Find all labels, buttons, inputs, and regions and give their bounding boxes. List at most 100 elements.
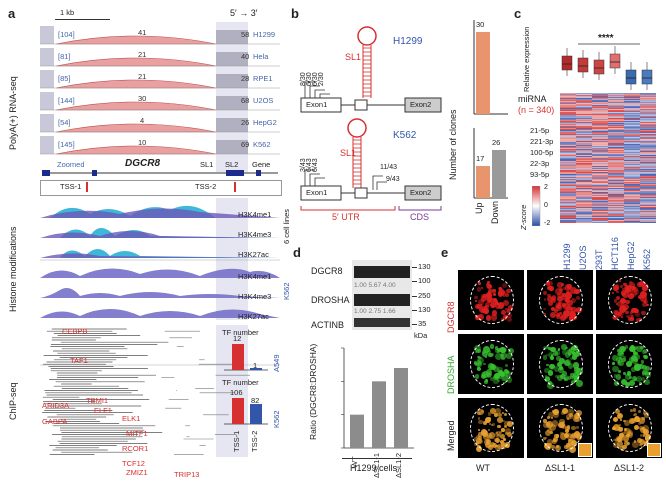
micro-col-label: WT xyxy=(476,463,490,473)
heat-cell xyxy=(576,210,592,211)
heat-cell xyxy=(640,145,656,146)
heat-cell xyxy=(592,221,608,222)
heat-cell xyxy=(576,193,592,194)
cell-line-label: HCT116 xyxy=(610,237,620,270)
heat-cell xyxy=(608,209,624,210)
heat-cell xyxy=(624,115,640,116)
heat-cell xyxy=(624,218,640,219)
heat-cell xyxy=(640,102,656,103)
heat-cell xyxy=(624,149,640,150)
heat-cell xyxy=(640,199,656,200)
heat-cell xyxy=(624,186,640,187)
heat-cell xyxy=(624,184,640,185)
heat-cell xyxy=(608,208,624,209)
heat-cell xyxy=(608,176,624,177)
heat-cell xyxy=(640,121,656,122)
heat-cell xyxy=(576,167,592,168)
heat-cell xyxy=(576,98,592,99)
heat-cell xyxy=(640,159,656,160)
heat-cell xyxy=(624,131,640,132)
lane-cell: K562 xyxy=(253,140,271,149)
heat-cell xyxy=(592,130,608,131)
heat-cell xyxy=(608,155,624,156)
heat-cell xyxy=(592,116,608,117)
heat-cell xyxy=(608,221,624,222)
heat-cell xyxy=(560,199,576,200)
heat-cell xyxy=(576,180,592,181)
heat-cell xyxy=(560,181,576,182)
heat-cell xyxy=(624,161,640,162)
heat-cell xyxy=(592,156,608,157)
heat-cell xyxy=(560,163,576,164)
heat-cell xyxy=(624,172,640,173)
heat-cell xyxy=(624,178,640,179)
heat-cell xyxy=(640,111,656,112)
heat-cell xyxy=(640,198,656,199)
heat-cell xyxy=(592,133,608,134)
heat-cell xyxy=(576,191,592,192)
heat-cell xyxy=(608,143,624,144)
heat-cell xyxy=(640,123,656,124)
heat-cell xyxy=(608,159,624,160)
heat-cell xyxy=(640,100,656,101)
six-cells-label: 6 cell lines xyxy=(282,208,291,244)
heat-cell xyxy=(592,209,608,210)
heat-cell xyxy=(640,103,656,104)
heat-cell xyxy=(592,198,608,199)
dgcr8-quant: 1.00 5.67 4.00 xyxy=(354,282,396,289)
heat-cell xyxy=(576,217,592,218)
heat-cell xyxy=(640,211,656,212)
ratio-chart xyxy=(341,347,414,449)
heat-cell xyxy=(592,160,608,161)
heat-cell xyxy=(576,114,592,115)
heat-cell xyxy=(576,208,592,209)
heat-cell xyxy=(592,112,608,113)
heat-cell xyxy=(576,196,592,197)
heat-cell xyxy=(608,173,624,174)
actinb-band xyxy=(354,318,410,327)
heat-cell xyxy=(624,150,640,151)
heat-cell xyxy=(560,116,576,117)
heat-cell xyxy=(608,101,624,102)
z-zero: 0 xyxy=(544,202,548,209)
heat-cell xyxy=(624,215,640,216)
heat-cell xyxy=(608,153,624,154)
heat-cell xyxy=(560,148,576,149)
heat-cell xyxy=(592,188,608,189)
heat-cell xyxy=(640,140,656,141)
heat-cell xyxy=(576,171,592,172)
heat-cell xyxy=(592,152,608,153)
mw-tick xyxy=(412,310,417,311)
heat-cell xyxy=(592,159,608,160)
heat-cell xyxy=(640,213,656,214)
heat-cell xyxy=(608,197,624,198)
heat-cell xyxy=(592,177,608,178)
heat-cell xyxy=(624,175,640,176)
heat-cell xyxy=(608,167,624,168)
heat-cell xyxy=(592,200,608,201)
heat-cell xyxy=(592,127,608,128)
heat-cell xyxy=(608,171,624,172)
heat-cell xyxy=(640,144,656,145)
heat-cell xyxy=(640,124,656,125)
heat-cell xyxy=(560,147,576,148)
heat-cell xyxy=(560,122,576,123)
bar-a549-tss2: 1 xyxy=(253,361,258,370)
cell-line-label: U2OS xyxy=(578,245,588,270)
heat-cell xyxy=(592,213,608,214)
heat-cell xyxy=(640,93,656,94)
heat-cell xyxy=(640,146,656,147)
panel-b-label: b xyxy=(291,6,299,21)
heat-cell xyxy=(640,129,656,130)
heat-cell xyxy=(640,131,656,132)
wb-actinb: ACTINB xyxy=(311,320,345,330)
heat-cell xyxy=(560,208,576,209)
tf-bars-k562 xyxy=(224,398,268,425)
heat-cell xyxy=(640,214,656,215)
heat-cell xyxy=(624,126,640,127)
heat-cell xyxy=(624,134,640,135)
lane-range: [104] xyxy=(58,30,75,39)
lane-right-count: 40 xyxy=(241,52,250,61)
heat-cell xyxy=(576,142,592,143)
lane-range: [145] xyxy=(58,140,75,149)
